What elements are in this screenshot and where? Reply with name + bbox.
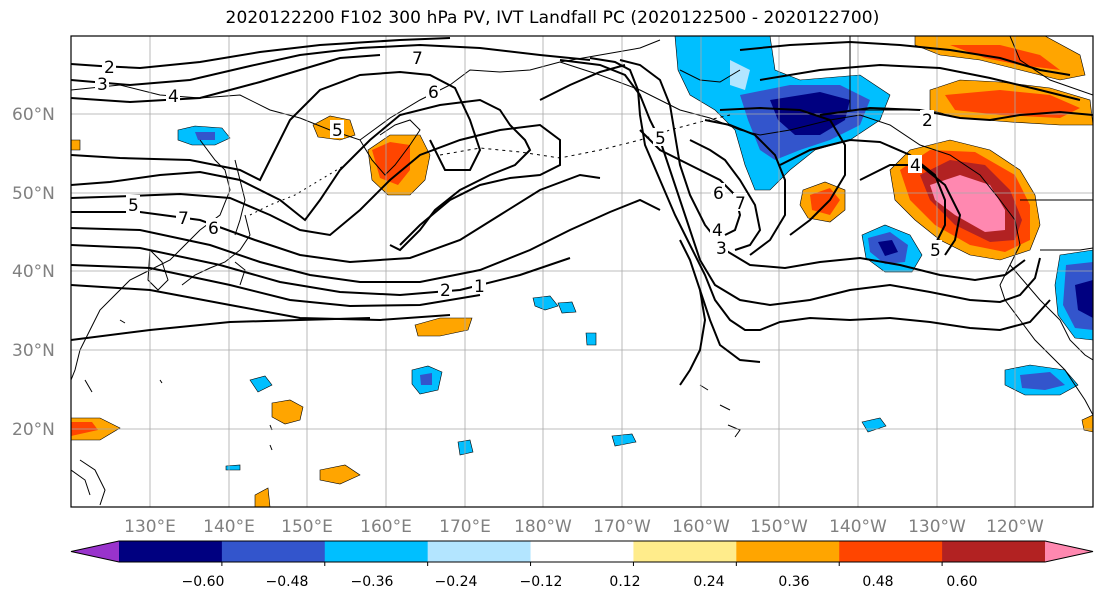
contour-label: 4 <box>168 87 179 107</box>
colorbar-tick-label: −0.60 <box>182 574 225 590</box>
contour-label: 3 <box>716 239 727 259</box>
colorbar-extend-high <box>1045 541 1093 562</box>
lat-label: 30°N <box>12 341 55 361</box>
contour-label: 5 <box>128 196 139 216</box>
lon-label: 170°E <box>439 517 491 537</box>
latitude-labels: 60°N 50°N 40°N 30°N 20°N <box>12 105 55 440</box>
colorbar-segment <box>736 541 840 562</box>
lon-label: 130°E <box>124 517 176 537</box>
colorbar-tick-label: 0.48 <box>862 574 893 590</box>
colorbar-tick-label: −0.36 <box>351 574 394 590</box>
lat-label: 20°N <box>12 420 55 440</box>
contour-label: 7 <box>178 209 189 229</box>
colorbar-tick-label: 0.36 <box>778 574 809 590</box>
contour-labels: 2 3 4 7 6 5 5 6 7 5 6 7 4 3 2 1 2 4 5 <box>95 48 942 301</box>
contour-label: 2 <box>104 58 115 78</box>
contour-label: 4 <box>712 221 723 241</box>
colorbar <box>70 540 1094 566</box>
colorbar-segment <box>221 541 326 562</box>
map-frame <box>70 35 1094 508</box>
colorbar-segment <box>839 541 943 562</box>
lon-label: 130°W <box>908 517 966 537</box>
colorbar-outline <box>70 540 1094 563</box>
lat-label: 40°N <box>12 262 55 282</box>
lon-label: 160°E <box>360 517 412 537</box>
lon-label: 140°W <box>829 517 887 537</box>
figure-title: 2020122200 F102 300 hPa PV, IVT Landfall… <box>225 8 880 28</box>
contour-label: 7 <box>735 194 746 214</box>
contour-label: 4 <box>910 156 921 176</box>
lon-label: 120°W <box>986 517 1044 537</box>
contour-label: 6 <box>713 184 724 204</box>
colorbar-tick-label: −0.24 <box>435 574 478 590</box>
contour-label: 7 <box>412 49 423 69</box>
colorbar-extend-low <box>71 541 119 562</box>
lon-label: 160°W <box>672 517 730 537</box>
colorbar-segment <box>633 541 737 562</box>
lon-label: 180°W <box>514 517 572 537</box>
contour-label: 2 <box>440 281 451 301</box>
contour-label: 1 <box>474 277 485 297</box>
longitude-labels: 130°E 140°E 150°E 160°E 170°E 180°W 170°… <box>124 517 1044 537</box>
pv-contours <box>71 37 1093 386</box>
contour-label: 6 <box>428 83 439 103</box>
colorbar-tick-label: 0.12 <box>609 574 640 590</box>
lon-label: 140°E <box>203 517 255 537</box>
colorbar-tick-label: −0.48 <box>266 574 309 590</box>
gridlines <box>71 36 1093 507</box>
contour-label: 3 <box>97 75 108 95</box>
contour-label: 2 <box>922 111 933 131</box>
lon-label: 150°E <box>281 517 333 537</box>
colorbar-segment <box>530 541 634 562</box>
colorbar-tick-label: −0.12 <box>520 574 563 590</box>
colorbar-segment <box>324 541 429 562</box>
contour-label: 5 <box>332 121 343 141</box>
lon-label: 150°W <box>750 517 808 537</box>
colorbar-tick-label: 0.24 <box>693 574 724 590</box>
colorbar-segment <box>119 541 223 562</box>
colorbar-tick-label: 0.60 <box>946 574 977 590</box>
contour-label: 5 <box>655 129 666 149</box>
colorbar-segment <box>942 541 1046 562</box>
lat-label: 50°N <box>12 184 55 204</box>
contour-label: 5 <box>930 241 941 261</box>
colorbar-segment <box>427 541 532 562</box>
colorbar-tick-labels: −0.60 −0.48 −0.36 −0.24 −0.12 0.12 0.24 … <box>182 574 978 590</box>
lon-label: 170°W <box>593 517 651 537</box>
lat-label: 60°N <box>12 105 55 125</box>
contour-label: 6 <box>208 219 219 239</box>
